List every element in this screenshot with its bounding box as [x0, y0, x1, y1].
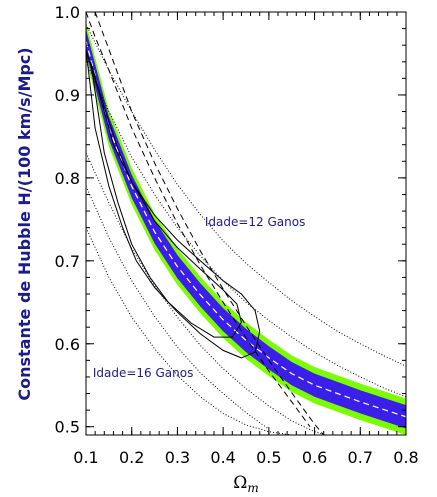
annotation-age-12: Idade=12 Ganos: [205, 215, 306, 229]
x-tick-label-6: 0.7: [348, 448, 373, 467]
x-axis-label: Ωm: [233, 473, 259, 495]
plot-area: [86, 12, 406, 435]
dotted-line-1: [86, 61, 406, 398]
x-tick-label-1: 0.2: [119, 448, 144, 467]
x-tick-label-7: 0.8: [393, 448, 418, 467]
x-tick-label-2: 0.3: [165, 448, 190, 467]
y-tick-label-3: 0.8: [55, 169, 80, 188]
annotation-age-16: Idade=16 Ganos: [93, 366, 194, 380]
dotted-line-3: [86, 185, 270, 430]
y-tick-label-2: 0.7: [55, 252, 80, 271]
age-isochrone-dotted-lines: [86, 24, 406, 435]
x-tick-label-0: 0.1: [73, 448, 98, 467]
likelihood-contours: [86, 49, 261, 359]
dashed-constraint-lines: [86, 12, 325, 435]
y-tick-label-1: 0.6: [55, 335, 80, 354]
contour-0: [86, 49, 261, 359]
dashed-line-1: [94, 12, 325, 435]
plot-frame: [85, 11, 407, 436]
x-tick-label-3: 0.4: [210, 448, 235, 467]
y-tick-label-0: 0.5: [55, 418, 80, 437]
dashed-line-0: [86, 12, 311, 427]
x-axis-label-sub: m: [247, 481, 258, 495]
y-axis-ticks: 0.5 0.6 0.7 0.8 0.9 1.0: [55, 3, 406, 437]
inner-confidence-band: [86, 29, 406, 429]
dotted-line-0: [86, 24, 406, 367]
x-axis-label-base: Ω: [233, 473, 247, 493]
x-tick-label-5: 0.6: [302, 448, 327, 467]
y-tick-label-5: 1.0: [55, 3, 80, 22]
dotted-line-4: [86, 227, 299, 435]
y-tick-label-4: 0.9: [55, 86, 80, 105]
x-axis-ticks: 0.1 0.2 0.3 0.4 0.5 0.6 0.7 0.8: [73, 12, 419, 467]
contour-1: [90, 61, 242, 338]
x-tick-label-4: 0.5: [256, 448, 281, 467]
y-axis-label: Constante de Hubble H/(100 km/s/Mpc): [15, 47, 34, 400]
